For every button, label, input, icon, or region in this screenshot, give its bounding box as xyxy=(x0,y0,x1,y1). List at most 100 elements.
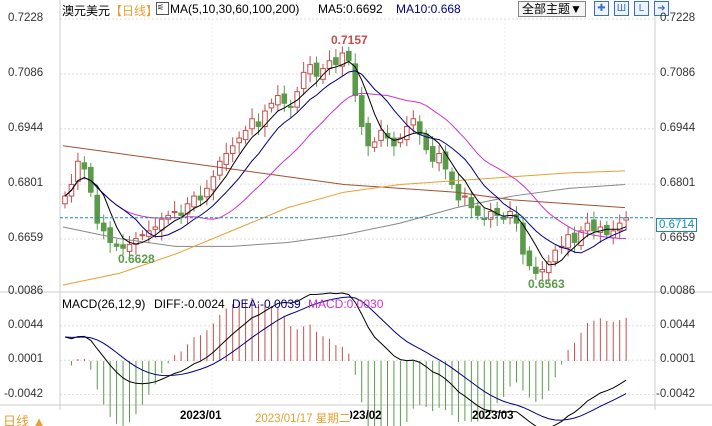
candle-up xyxy=(565,234,571,249)
price-axis-label-right: 0.6801 xyxy=(660,177,696,190)
candle-down xyxy=(333,57,339,66)
macd-axis-label: 0.0086 xyxy=(660,285,696,298)
macd-diff: DIFF:-0.0024 xyxy=(154,297,225,311)
candle-up xyxy=(210,176,217,191)
candle-down xyxy=(591,219,597,232)
candle-up xyxy=(75,160,81,182)
candle-down xyxy=(449,171,455,185)
candle-down xyxy=(571,232,578,243)
theme-dropdown-button[interactable]: 全部主题▼ xyxy=(518,1,586,17)
candle-up xyxy=(139,234,146,237)
low-annotation-2: 0.6563 xyxy=(528,277,565,291)
candle-down xyxy=(100,222,107,232)
candle-up xyxy=(462,195,468,198)
macd-dea-line xyxy=(64,296,627,421)
price-axis-label-right: 0.6659 xyxy=(660,231,696,244)
candle-down xyxy=(107,227,113,243)
candle-up xyxy=(320,67,326,80)
date-label-jan: 2023/01 xyxy=(180,410,222,422)
candle-up xyxy=(584,222,591,232)
candle-down xyxy=(352,63,359,97)
macd-value: MACD:0.0030 xyxy=(308,297,384,311)
ma-settings-icon[interactable]: ⚟ xyxy=(156,2,169,15)
candle-down xyxy=(113,243,120,247)
candle-up xyxy=(223,153,230,165)
candle-up xyxy=(545,261,552,274)
candle-down xyxy=(442,151,449,170)
candle-down xyxy=(429,146,436,162)
candle-down xyxy=(313,62,320,77)
bar-layout-icon[interactable]: Ш xyxy=(614,1,629,16)
candle-down xyxy=(475,205,481,216)
date-label-mar: 2023/03 xyxy=(472,410,514,422)
period-label: 【日线】 xyxy=(110,4,159,18)
macd-axis-label: -0.0042 xyxy=(4,387,44,400)
candle-up xyxy=(184,203,191,215)
candle-up xyxy=(616,222,623,232)
candle-down xyxy=(81,162,88,170)
candle-up xyxy=(300,71,307,90)
period-toggle-button[interactable]: 日线 ▲ xyxy=(3,414,46,426)
low-annotation-1: 0.6628 xyxy=(118,252,155,266)
candle-down xyxy=(197,195,204,201)
macd-axis-label: 0.0086 xyxy=(8,285,44,298)
candle-down xyxy=(423,133,429,151)
macd-axis-label: 0.0044 xyxy=(8,318,44,331)
candle-down xyxy=(468,197,475,209)
candle-up xyxy=(236,137,242,144)
crosshair-date: 2023/01/17 星期二 xyxy=(255,410,351,426)
price-axis-label-left: 0.7228 xyxy=(8,12,44,24)
candle-up xyxy=(378,129,384,141)
candle-up xyxy=(371,141,378,148)
price-axis-label-left: 0.6659 xyxy=(8,231,44,244)
exit-icon[interactable]: ➜ xyxy=(654,1,669,16)
price-axis-label-right: 0.6944 xyxy=(660,121,696,134)
candle-up xyxy=(191,195,197,208)
price-axis-label-left: 0.7086 xyxy=(8,66,44,79)
candle-down xyxy=(533,266,539,274)
macd-dea: DEA:-0.0039 xyxy=(232,297,301,311)
high-annotation: 0.7157 xyxy=(331,33,368,47)
candle-up xyxy=(507,211,513,219)
symbol-label: 澳元美元 xyxy=(62,4,111,18)
candle-up xyxy=(275,95,281,106)
candle-down xyxy=(281,93,288,104)
price-axis-label-right: 0.7228 xyxy=(660,12,696,24)
indicator-icon[interactable]: L xyxy=(634,1,649,16)
candle-down xyxy=(391,137,397,147)
candle-up xyxy=(307,64,313,75)
candle-up xyxy=(436,153,442,164)
candle-down xyxy=(178,212,184,216)
macd-diff-line xyxy=(64,292,627,426)
candle-up xyxy=(171,211,178,214)
candle-up xyxy=(126,243,133,252)
macd-axis-label: -0.0042 xyxy=(656,387,696,400)
candle-up xyxy=(326,60,333,69)
current-price-tag: 0.6714 xyxy=(656,218,698,232)
candle-up xyxy=(152,226,159,230)
macd-axis-label: 0.0001 xyxy=(660,353,696,366)
candle-down xyxy=(346,50,352,62)
candle-up xyxy=(204,187,210,198)
candle-down xyxy=(120,244,126,249)
candle-down xyxy=(365,122,371,147)
macd-axis-label: 0.0001 xyxy=(8,353,44,366)
ma30-line xyxy=(64,92,627,240)
candle-up xyxy=(410,118,417,126)
candle-down xyxy=(526,250,533,267)
macd-label: MACD(26,12,9) xyxy=(62,297,146,311)
price-axis-label-left: 0.6944 xyxy=(8,121,44,134)
ma5-line xyxy=(64,60,627,266)
candle-up xyxy=(217,160,223,176)
crosshair-icon[interactable]: ✚ xyxy=(594,1,609,16)
candle-down xyxy=(255,121,262,127)
candle-up xyxy=(539,269,546,273)
ma10-line xyxy=(64,70,627,254)
ma5-value: MA5:0.6692 xyxy=(318,2,383,16)
candle-up xyxy=(268,102,275,109)
price-axis-label-left: 0.6801 xyxy=(8,177,44,190)
candle-up xyxy=(552,249,559,263)
candle-up xyxy=(242,129,249,141)
